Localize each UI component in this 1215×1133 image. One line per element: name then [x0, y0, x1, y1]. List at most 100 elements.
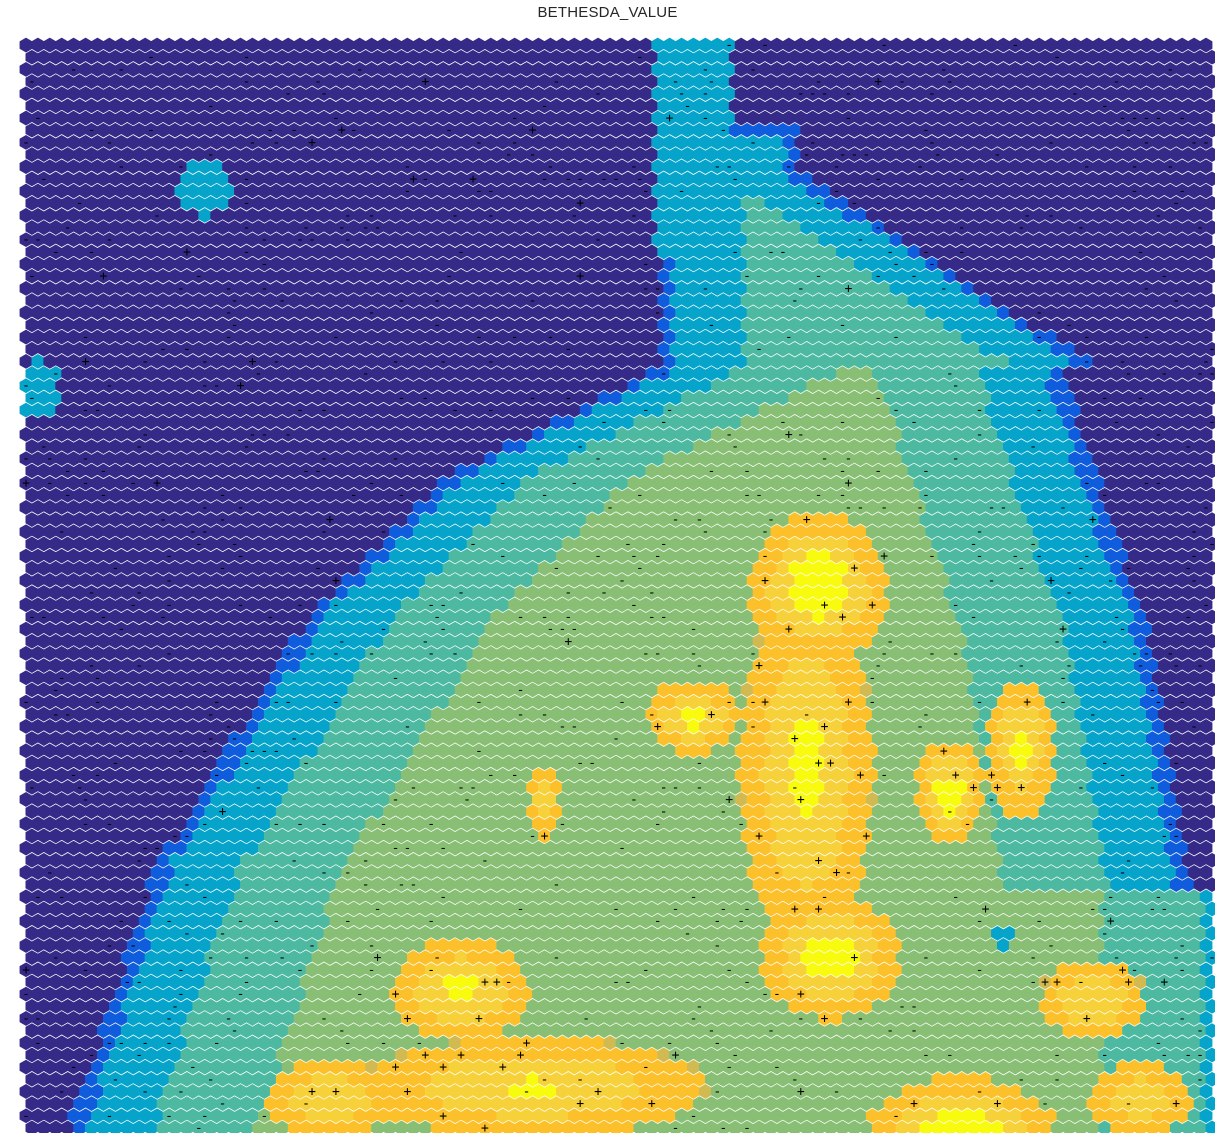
hex-cell: [359, 414, 373, 430]
hex-cell: [800, 463, 814, 479]
hex-cell: [174, 86, 188, 102]
hex-cell: [132, 512, 146, 527]
hex-cell: [573, 74, 587, 89]
hex-cell: [49, 268, 63, 284]
hex-cell: [1056, 451, 1070, 467]
hex-cell: [204, 74, 218, 89]
hex-cell: [722, 305, 736, 321]
hex-cell: [508, 451, 522, 467]
hex-cell: [854, 37, 867, 53]
hex-cell: [734, 573, 748, 588]
hex-cell: [985, 621, 998, 637]
hex-cell: [19, 500, 33, 515]
hex-cell: [979, 341, 992, 357]
hex-cell: [144, 268, 158, 284]
hex-cell: [448, 62, 462, 77]
hex-cell: [949, 402, 963, 418]
hex-cell: [389, 256, 402, 272]
hex-cell: [412, 354, 426, 369]
hex-cell: [746, 378, 760, 394]
hex-cell: [496, 354, 510, 369]
hex-cell: [877, 597, 891, 613]
hex-cell: [466, 220, 480, 235]
hex-cell: [901, 305, 915, 321]
hex-cell: [1026, 268, 1040, 284]
hex-cell: [109, 341, 122, 357]
hex-cell: [812, 512, 825, 527]
hex-cell: [502, 220, 516, 235]
hex-cell: [520, 37, 533, 53]
hex-cell: [931, 366, 945, 381]
hex-cell: [305, 183, 319, 199]
hex-cell: [395, 317, 408, 333]
hex-cell: [138, 329, 152, 345]
hex-cell: [407, 633, 420, 649]
hex-cell: [234, 135, 247, 150]
hex-cell: [579, 573, 593, 588]
hex-cell: [49, 220, 63, 235]
hex-cell: [979, 609, 992, 625]
hex-cell: [1104, 451, 1118, 467]
hex-cell: [961, 500, 974, 515]
hex-cell: [633, 439, 647, 454]
hex-cell: [305, 329, 319, 345]
hex-cell: [61, 439, 75, 454]
hex-cell: [67, 354, 80, 369]
hex-cell: [412, 524, 426, 540]
hex-cell: [979, 366, 992, 381]
hex-cell: [573, 244, 587, 260]
hex-cell: [430, 560, 444, 576]
hex-cell: [699, 402, 712, 418]
hex-cell: [824, 366, 837, 381]
hex-cell: [883, 439, 897, 454]
hex-cell: [126, 354, 140, 369]
hex-cell: [705, 439, 718, 454]
hex-cell: [734, 597, 748, 613]
hex-cell: [174, 427, 188, 442]
hex-cell: [275, 560, 289, 576]
hex-cell: [430, 512, 444, 527]
hex-cell: [228, 171, 241, 187]
hex-cell: [615, 500, 629, 515]
hex-cell: [854, 475, 867, 491]
hex-cell: [317, 159, 331, 175]
hex-cell: [412, 451, 426, 467]
hex-cell: [1140, 597, 1153, 613]
hex-cell: [37, 390, 51, 406]
hex-cell: [216, 147, 229, 162]
hex-cell: [216, 195, 229, 211]
hex-cell: [287, 293, 301, 308]
hex-cell: [1062, 220, 1076, 235]
hex-cell: [770, 451, 784, 467]
hex-cell: [705, 633, 718, 649]
hex-cell: [371, 414, 384, 430]
hex-cell: [734, 329, 748, 345]
hex-cell: [687, 37, 700, 53]
hex-cell: [460, 135, 474, 150]
hex-cell: [341, 37, 355, 53]
hex-cell: [412, 256, 426, 272]
hex-cell: [1199, 208, 1213, 223]
hex-cell: [1175, 135, 1189, 150]
hex-cell: [299, 268, 313, 284]
hex-cell: [1062, 268, 1076, 284]
hex-cell: [126, 402, 140, 418]
hex-cell: [1086, 609, 1100, 625]
hex-cell: [204, 122, 218, 138]
hex-cell: [168, 512, 182, 527]
hex-cell: [615, 256, 629, 272]
hex-cell: [258, 37, 271, 53]
hex-cell: [365, 621, 378, 637]
hex-cell: [812, 341, 825, 357]
hex-cell: [967, 195, 980, 211]
hex-cell: [889, 378, 903, 394]
hex-cell: [693, 560, 706, 576]
hex-cell: [281, 37, 295, 53]
hex-cell: [687, 427, 700, 442]
hex-cell: [407, 49, 420, 65]
hex-cell: [484, 597, 498, 613]
hex-cell: [544, 37, 557, 53]
hex-cell: [752, 366, 766, 381]
hex-cell: [1080, 451, 1094, 467]
hex-cell: [496, 305, 510, 321]
